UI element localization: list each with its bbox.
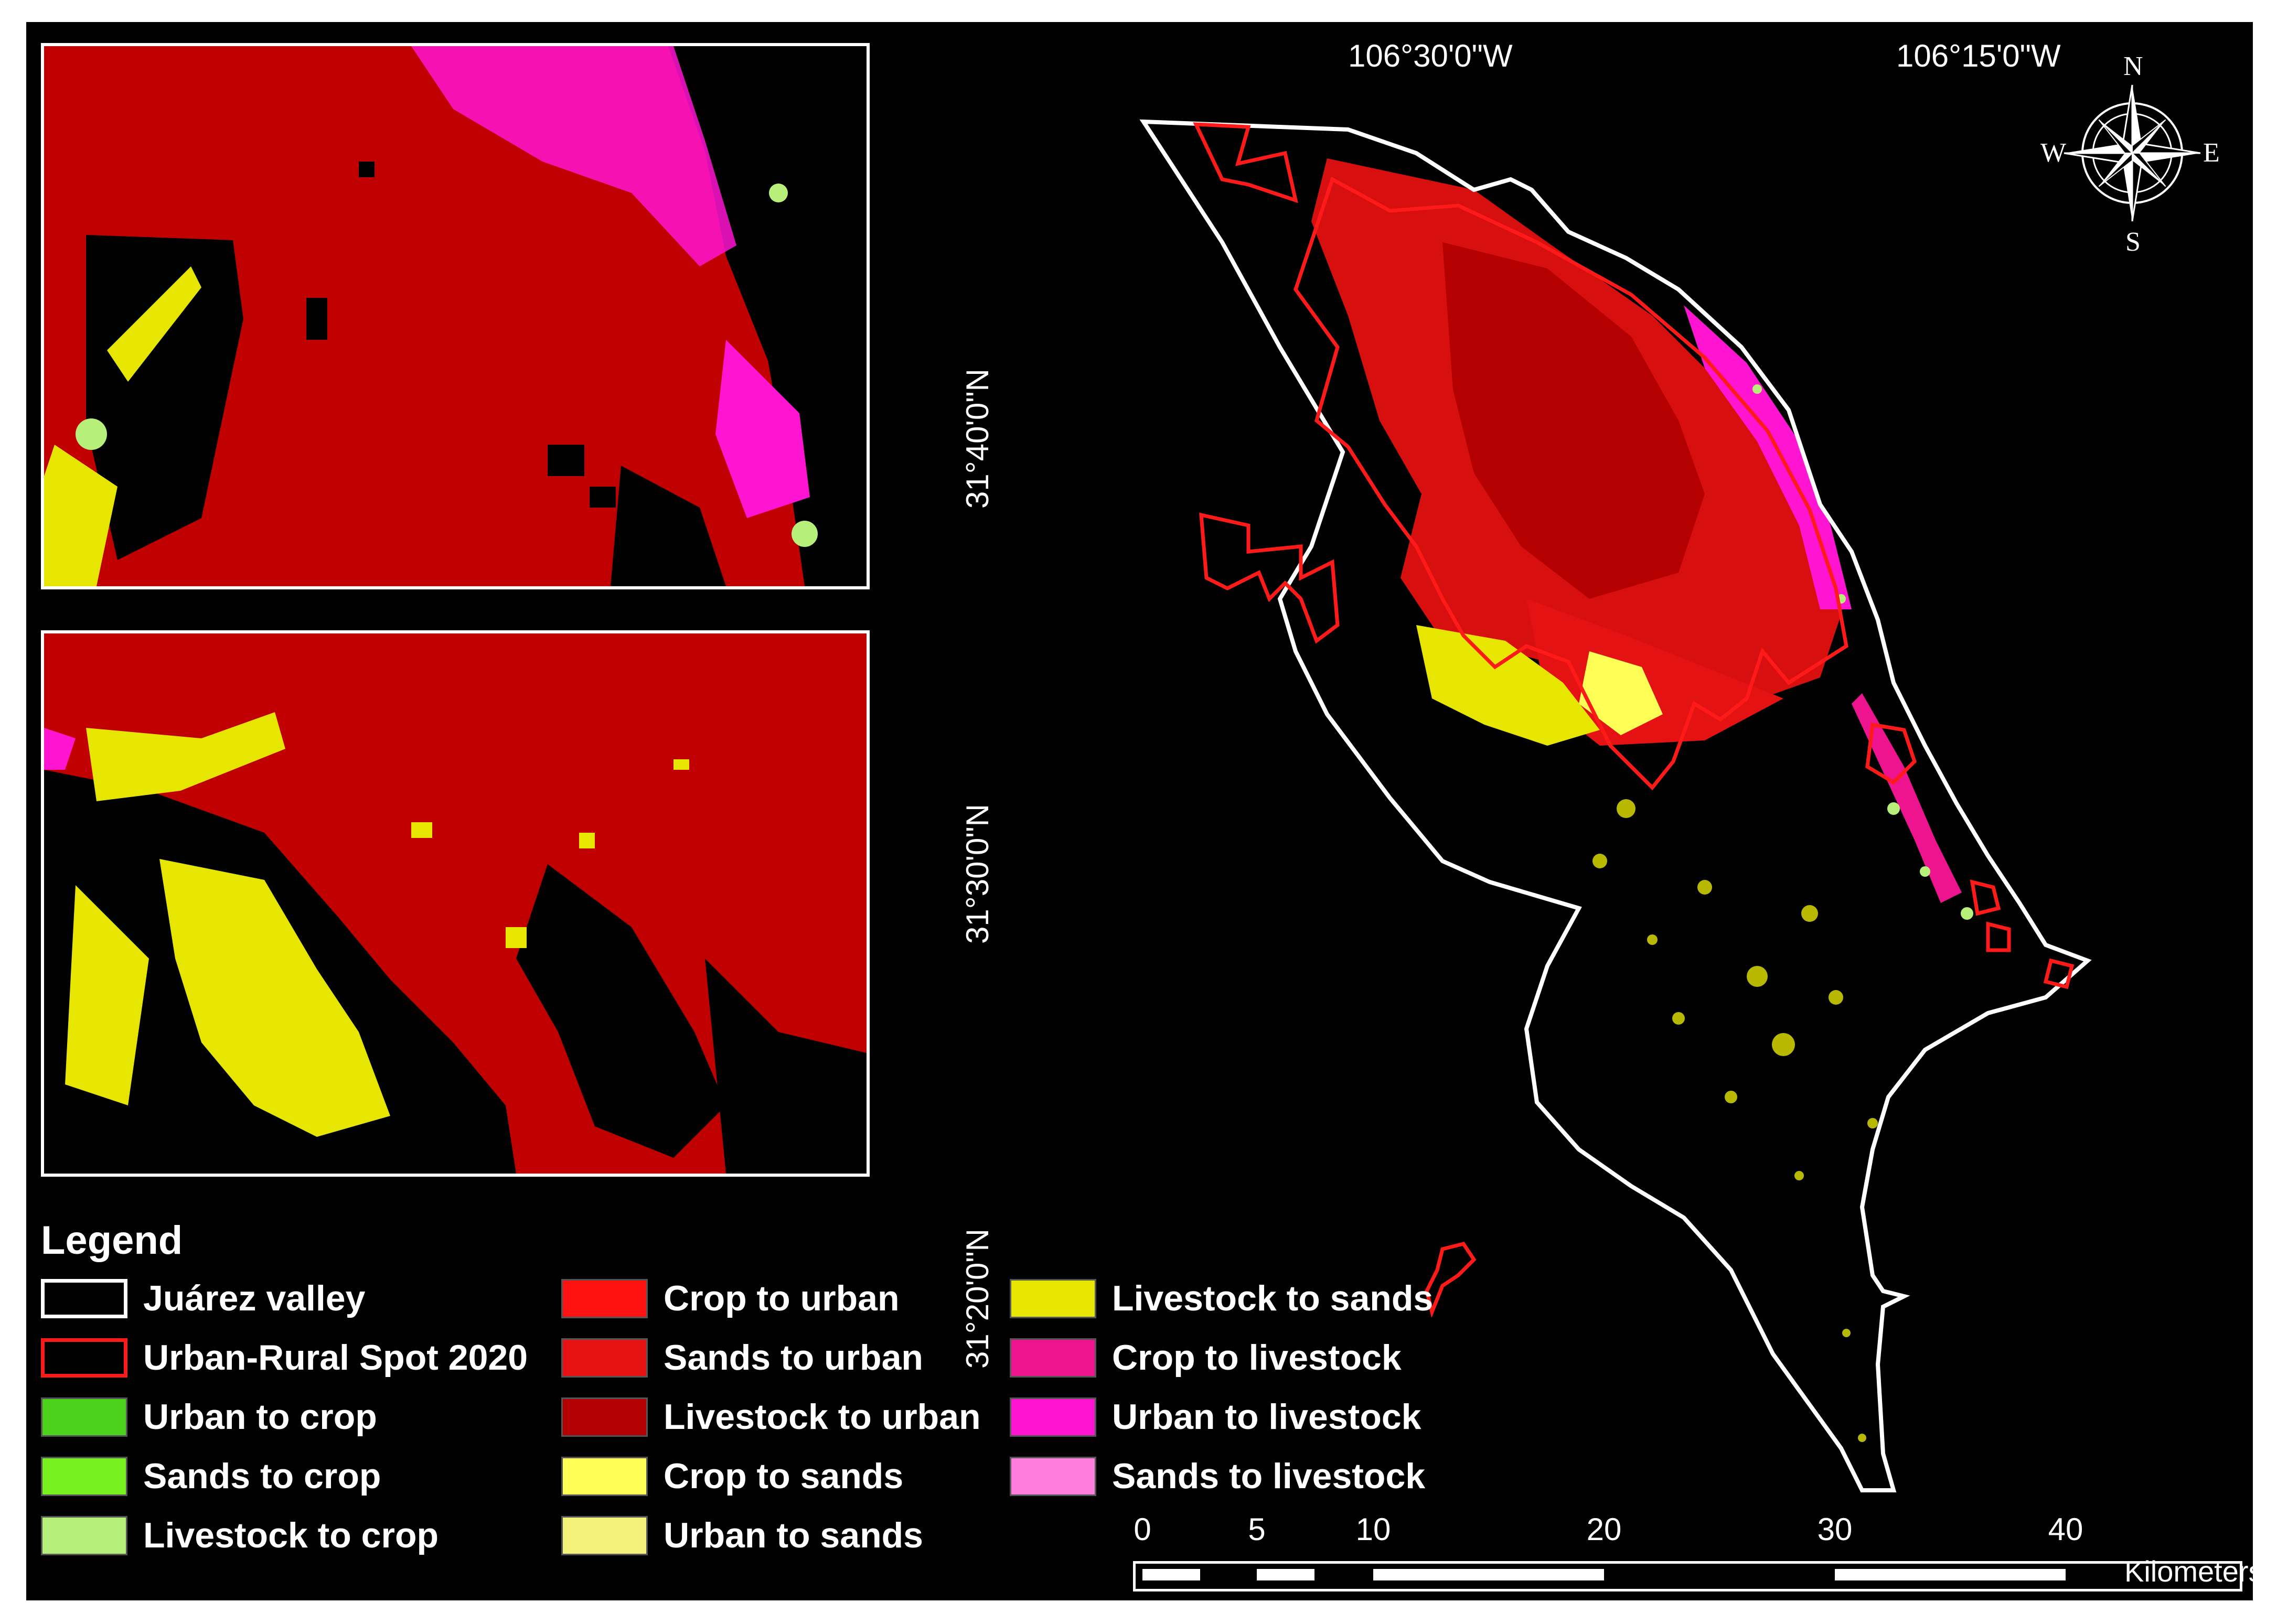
scale-tick-20: 20 xyxy=(1586,1512,1622,1547)
legend-swatch xyxy=(561,1515,648,1555)
latitude-label-top: 31°40'0"N xyxy=(959,369,995,509)
scale-segment xyxy=(1257,1569,1314,1580)
scale-bar: 0 5 10 20 30 40 Kilometers xyxy=(1133,1511,2253,1595)
longitude-label-left: 106°30'0"W xyxy=(1348,38,1513,73)
legend-item: Urban to crop xyxy=(41,1396,377,1437)
legend-swatch xyxy=(41,1338,127,1378)
scale-unit-label: Kilometers xyxy=(2124,1555,2253,1588)
legend-swatch xyxy=(41,1456,127,1496)
scale-bar-frame xyxy=(1133,1561,2242,1591)
legend-label: Sands to urban xyxy=(664,1338,923,1378)
legend-item: Juárez valley xyxy=(41,1278,365,1319)
legend-label: Urban to crop xyxy=(143,1397,377,1437)
scale-segment xyxy=(1835,1569,2066,1580)
latitude-label-bottom: 31°20'0"N xyxy=(959,1229,995,1369)
legend-item: Livestock to urban xyxy=(561,1396,981,1437)
legend-swatch xyxy=(1010,1338,1096,1378)
scale-segment xyxy=(1142,1569,1200,1580)
inset-top xyxy=(41,43,870,589)
legend-swatch xyxy=(1010,1397,1096,1437)
legend-item: Crop to sands xyxy=(561,1456,903,1497)
north-arrow-compass: N S E W xyxy=(2040,51,2220,257)
map-frame: 106°30'0"W 106°15'0"W 31°40'0"N 31°30'0"… xyxy=(26,22,2253,1600)
legend-swatch xyxy=(41,1397,127,1437)
legend-item: Urban to sands xyxy=(561,1515,923,1556)
legend-item: Urban-Rural Spot 2020 xyxy=(41,1337,528,1378)
legend-swatch xyxy=(561,1278,648,1318)
legend-title: Legend xyxy=(41,1218,183,1263)
latitude-label-mid: 31°30'0"N xyxy=(959,804,995,944)
scale-tick-0: 0 xyxy=(1134,1512,1151,1547)
legend-swatch xyxy=(1010,1278,1096,1318)
inset-bottom xyxy=(41,630,870,1177)
legend-item: Crop to livestock xyxy=(1010,1337,1402,1378)
legend-label: Livestock to urban xyxy=(664,1397,981,1437)
legend-label: Urban to livestock xyxy=(1112,1397,1421,1437)
compass-west-label: W xyxy=(2040,138,2067,168)
legend-label: Sands to crop xyxy=(143,1456,381,1496)
legend-label: Urban-Rural Spot 2020 xyxy=(143,1338,528,1378)
legend-swatch xyxy=(561,1338,648,1378)
compass-east-label: E xyxy=(2203,138,2220,168)
legend-label: Juárez valley xyxy=(143,1278,366,1318)
main-map xyxy=(1139,119,2092,1492)
compass-south-label: S xyxy=(2125,227,2141,257)
legend-label: Urban to sands xyxy=(664,1515,923,1555)
juarez-valley-outline xyxy=(1139,119,2092,1492)
urban-rural-spot-outlines xyxy=(1193,122,2075,1318)
legend-label: Crop to livestock xyxy=(1112,1338,1402,1378)
scale-tick-30: 30 xyxy=(1817,1512,1853,1547)
legend-swatch xyxy=(1010,1456,1096,1496)
compass-rose-icon xyxy=(2064,84,2201,222)
legend-swatch xyxy=(561,1397,648,1437)
legend-label: Crop to urban xyxy=(664,1278,900,1318)
legend-item: Sands to urban xyxy=(561,1337,923,1378)
legend-label: Livestock to sands xyxy=(1112,1278,1434,1318)
scale-tick-40: 40 xyxy=(2048,1512,2083,1547)
legend-label: Sands to livestock xyxy=(1112,1456,1426,1496)
legend-label: Livestock to crop xyxy=(143,1515,439,1555)
legend-label: Crop to sands xyxy=(664,1456,904,1496)
scale-tick-5: 5 xyxy=(1248,1512,1266,1547)
legend-item: Sands to livestock xyxy=(1010,1456,1425,1497)
legend-swatch xyxy=(41,1278,127,1318)
legend-item: Livestock to crop xyxy=(41,1515,439,1556)
scale-segment xyxy=(1373,1569,1604,1580)
legend-item: Sands to crop xyxy=(41,1456,381,1497)
longitude-label-right: 106°15'0"W xyxy=(1896,38,2061,73)
legend-swatch xyxy=(41,1515,127,1555)
legend-item: Urban to livestock xyxy=(1010,1396,1421,1437)
legend-swatch xyxy=(561,1456,648,1496)
scale-tick-10: 10 xyxy=(1355,1512,1391,1547)
legend-item: Crop to urban xyxy=(561,1278,900,1319)
legend-item: Livestock to sands xyxy=(1010,1278,1433,1319)
compass-north-label: N xyxy=(2123,51,2143,81)
